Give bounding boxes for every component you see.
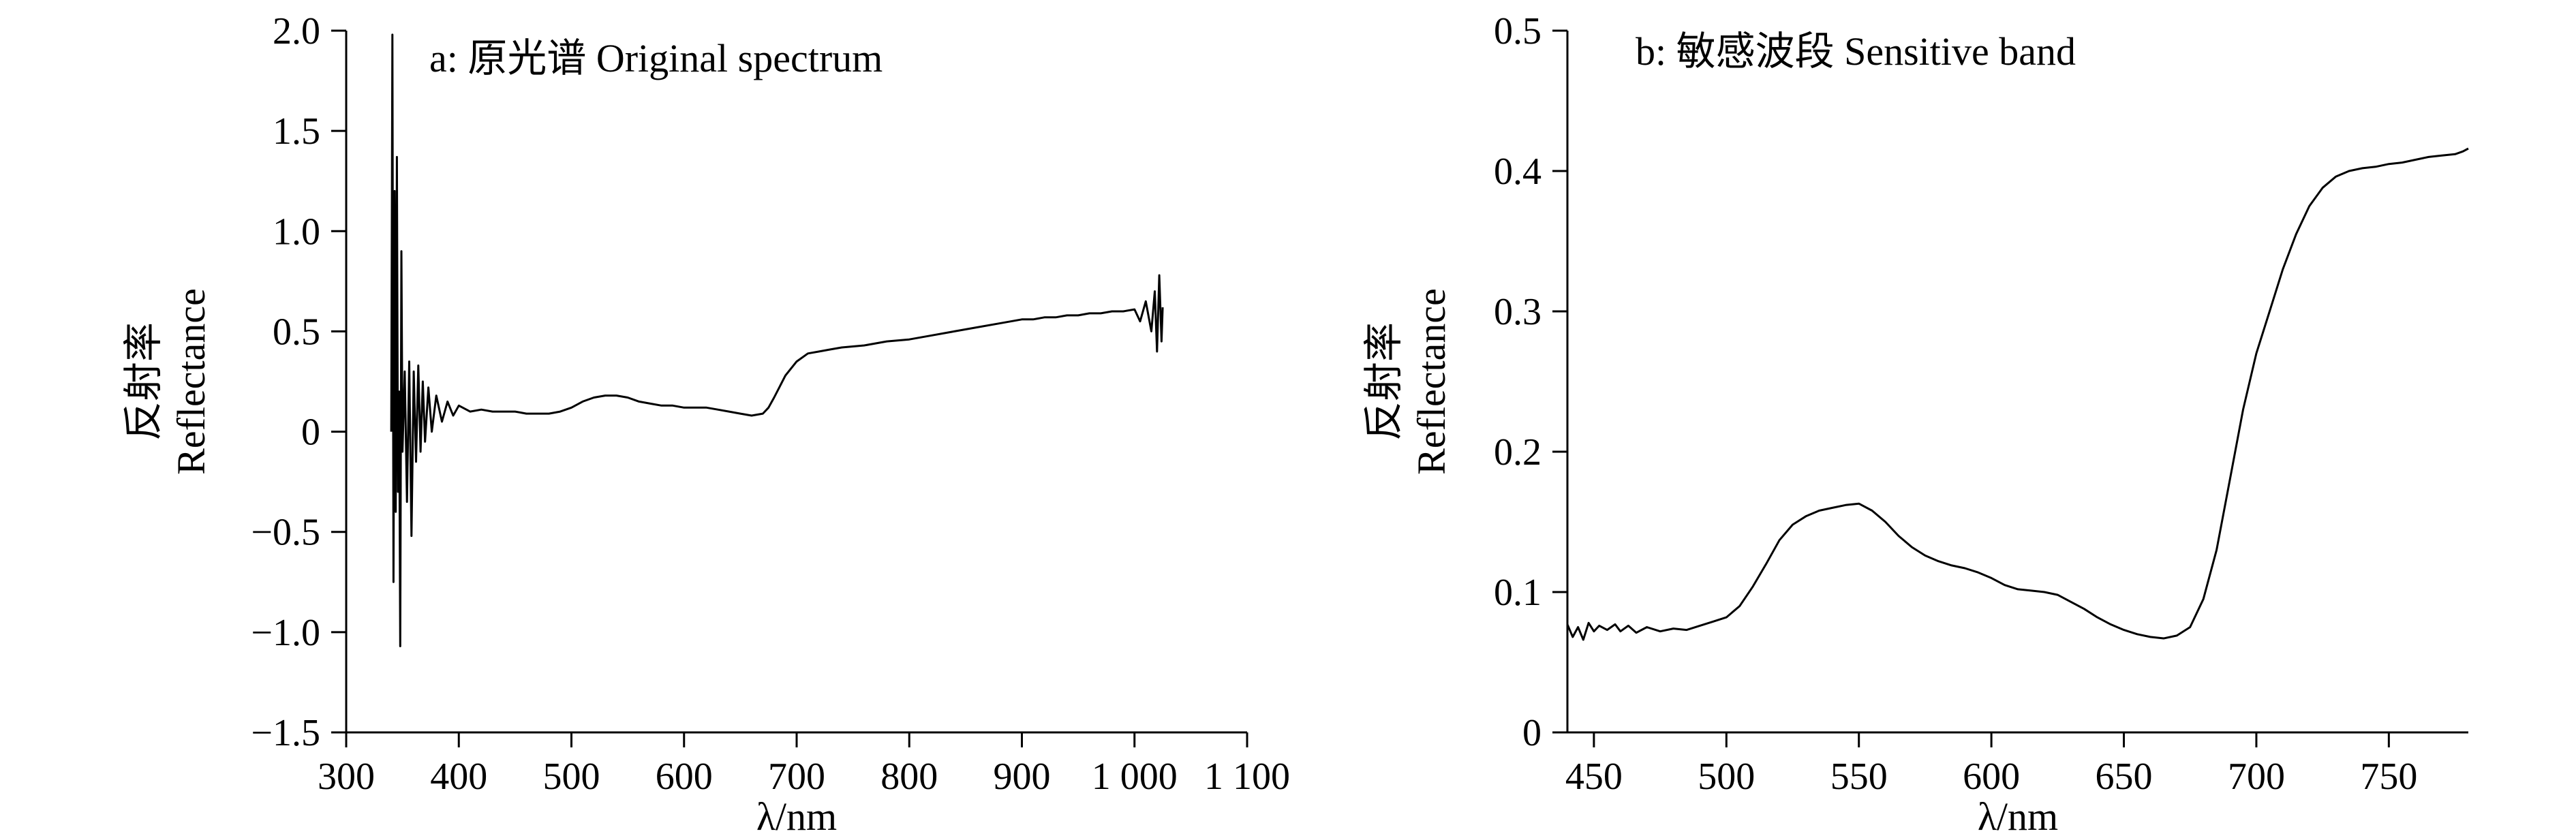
x-tick-label: 1 100 bbox=[1204, 756, 1290, 798]
x-tick-label: 300 bbox=[318, 756, 375, 798]
y-tick-label: 0.3 bbox=[1494, 291, 1542, 333]
panel-original-spectrum: 300 400 500 600 700 800 900 1 000 1 100 −1.5 −1.0 −… bbox=[121, 10, 1290, 838]
x-tick-label: 550 bbox=[1830, 756, 1888, 798]
y-tick-label: 0.5 bbox=[273, 311, 320, 353]
y-tick-label: 0.5 bbox=[1494, 10, 1542, 52]
x-tick-label: 700 bbox=[768, 756, 825, 798]
x-tick-label: 400 bbox=[430, 756, 487, 798]
x-axis-title: λ/nm bbox=[756, 794, 837, 835]
y-axis-title: Reflectance bbox=[1409, 288, 1454, 475]
panel-sensitive-band: 450 500 550 600 650 700 750 0 0.1 0.2 0.3 0.4 0.5 b: … bbox=[1362, 10, 2469, 838]
y-tick-label: 0 bbox=[301, 412, 320, 454]
x-tick-label: 600 bbox=[656, 756, 713, 798]
x-tick-label: 700 bbox=[2228, 756, 2285, 798]
y-tick-label: −1.0 bbox=[251, 612, 320, 654]
x-tick-label: 500 bbox=[1698, 756, 1755, 798]
panel-title: a: 原光谱 Original spectrum bbox=[429, 36, 883, 80]
x-tick-label: 650 bbox=[2096, 756, 2153, 798]
reflectance-line bbox=[1566, 147, 2469, 641]
x-tick-label: 900 bbox=[994, 756, 1051, 798]
x-tick-label: 450 bbox=[1565, 756, 1623, 798]
y-tick-label: −0.5 bbox=[251, 512, 320, 554]
y-tick-label: 2.0 bbox=[273, 10, 320, 52]
y-tick-label: 0.1 bbox=[1494, 572, 1542, 614]
y-tick-label: 0 bbox=[1522, 712, 1542, 754]
panel-title: b: 敏感波段 Sensitive band bbox=[1636, 29, 2076, 74]
y-tick-label: 1.5 bbox=[273, 110, 320, 153]
y-tick-label: 0.4 bbox=[1494, 151, 1542, 193]
x-tick-label: 1 000 bbox=[1092, 756, 1178, 798]
x-axis-title: λ/nm bbox=[1978, 794, 2058, 835]
x-tick-label: 750 bbox=[2360, 756, 2417, 798]
y-tick-label: −1.5 bbox=[251, 712, 320, 754]
y-tick-label: 1.0 bbox=[273, 211, 320, 253]
reflectance-line bbox=[390, 33, 1164, 647]
x-tick-label: 800 bbox=[880, 756, 938, 798]
y-axis-title-cn: 反射率 bbox=[1362, 322, 1406, 441]
x-tick-label: 500 bbox=[543, 756, 600, 798]
x-tick-label: 600 bbox=[1963, 756, 2020, 798]
y-tick-label: 0.2 bbox=[1494, 431, 1542, 474]
y-axis-title-cn: 反射率 bbox=[121, 322, 166, 441]
y-axis-title: Reflectance bbox=[169, 288, 213, 475]
